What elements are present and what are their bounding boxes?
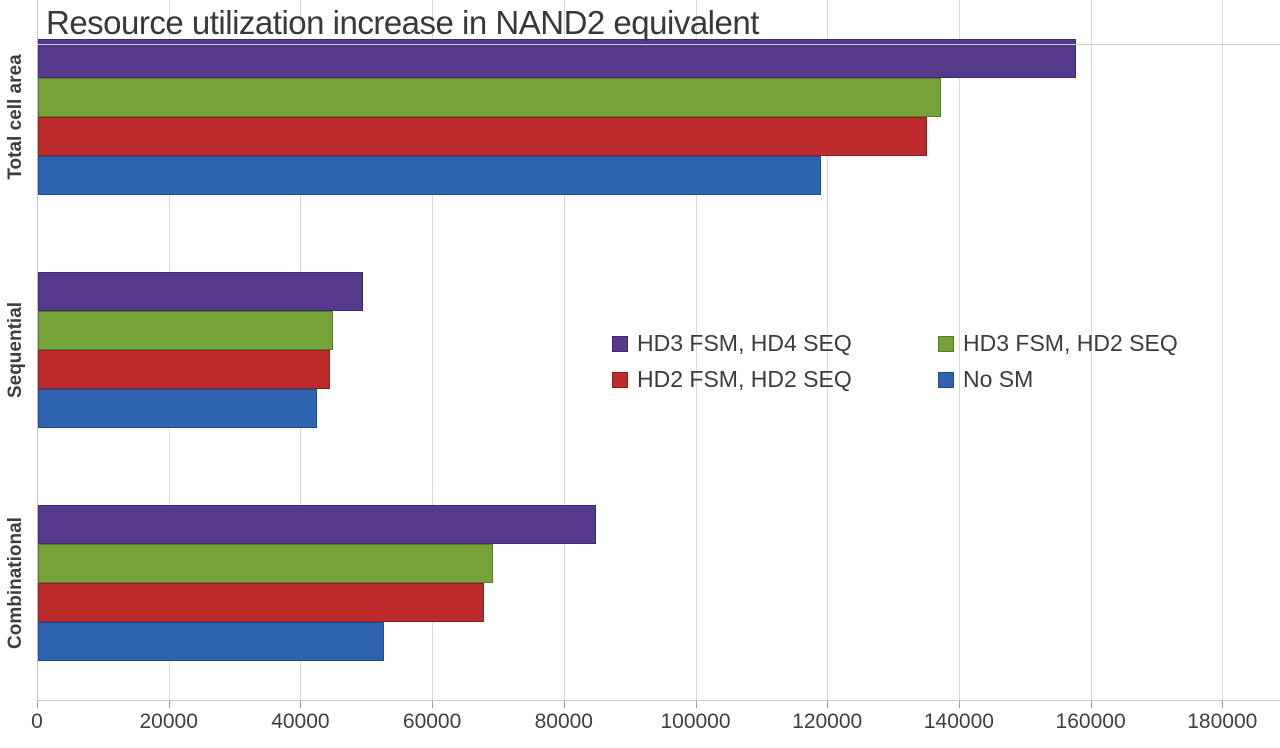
legend-row: HD2 FSM, HD2 SEQ No SM <box>612 366 1178 393</box>
x-axis-tick-label: 160000 <box>1055 710 1126 733</box>
legend-row: HD3 FSM, HD4 SEQ HD3 FSM, HD2 SEQ <box>612 330 1178 357</box>
legend-label: HD2 FSM, HD2 SEQ <box>637 366 852 392</box>
x-gridline <box>1222 0 1224 700</box>
legend-item: HD2 FSM, HD2 SEQ <box>612 366 938 393</box>
x-axis-tick <box>1222 700 1224 708</box>
legend-swatch-icon <box>612 371 628 388</box>
legend-item: HD3 FSM, HD4 SEQ <box>612 330 938 357</box>
x-axis-tick <box>958 700 960 708</box>
x-axis-tick-label: 180000 <box>1187 710 1258 733</box>
chart-legend: HD3 FSM, HD4 SEQ HD3 FSM, HD2 SEQ HD2 FSM,… <box>612 330 1178 393</box>
x-gridline <box>695 0 697 700</box>
legend-swatch-icon <box>612 335 628 352</box>
x-gridline <box>827 0 829 700</box>
bar-total-cell-area-series-1 <box>38 77 941 117</box>
y-axis-category-label: Total cell area <box>5 53 26 180</box>
bar-total-cell-area-series-3 <box>38 155 821 195</box>
x-axis-tick <box>300 700 302 708</box>
x-axis-tick-label: 0 <box>31 710 43 733</box>
x-axis-tick <box>695 700 697 708</box>
bar-sequential-series-0 <box>38 272 363 311</box>
x-gridline <box>958 0 960 700</box>
x-axis-tick <box>827 700 829 708</box>
x-axis-tick-label: 60000 <box>402 710 462 733</box>
bar-sequential-series-3 <box>38 389 318 428</box>
x-axis-tick-label: 20000 <box>139 710 198 733</box>
legend-swatch-icon <box>938 371 954 388</box>
y-axis-category-label: Sequential <box>5 301 26 399</box>
x-axis-tick-label: 100000 <box>660 710 731 733</box>
x-axis-tick-label: 40000 <box>271 710 330 733</box>
bar-total-cell-area-series-2 <box>38 116 927 156</box>
x-gridline <box>563 0 565 700</box>
x-axis-tick-label: 80000 <box>534 710 593 733</box>
bar-combinational-series-2 <box>38 583 484 623</box>
x-gridline <box>432 0 434 700</box>
plot-top-border <box>37 44 1280 45</box>
x-axis-tick <box>37 700 38 708</box>
x-axis-tick-label: 120000 <box>792 710 863 733</box>
x-axis-tick <box>563 700 565 708</box>
legend-label: HD3 FSM, HD4 SEQ <box>637 330 852 356</box>
bar-total-cell-area-series-0 <box>38 38 1077 78</box>
legend-swatch-icon <box>938 335 954 352</box>
x-gridline <box>1090 0 1092 700</box>
x-axis-tick-label: 140000 <box>923 710 994 733</box>
x-axis-line <box>37 700 1280 701</box>
x-axis-tick <box>168 700 170 708</box>
bar-sequential-series-2 <box>38 350 331 389</box>
bar-sequential-series-1 <box>38 311 333 350</box>
y-axis-line <box>37 0 38 700</box>
x-axis-tick <box>432 700 434 708</box>
bar-combinational-series-3 <box>38 622 384 662</box>
x-axis-tick <box>1090 700 1092 708</box>
legend-item: No SM <box>938 366 1033 393</box>
legend-item: HD3 FSM, HD2 SEQ <box>938 330 1178 357</box>
legend-label: No SM <box>963 366 1034 392</box>
legend-label: HD3 FSM, HD2 SEQ <box>963 330 1178 356</box>
y-axis-category-label: Combinational <box>5 517 26 650</box>
chart-title: Resource utilization increase in NAND2 e… <box>46 4 759 41</box>
bar-combinational-series-1 <box>38 544 494 584</box>
bar-combinational-series-0 <box>38 505 597 545</box>
